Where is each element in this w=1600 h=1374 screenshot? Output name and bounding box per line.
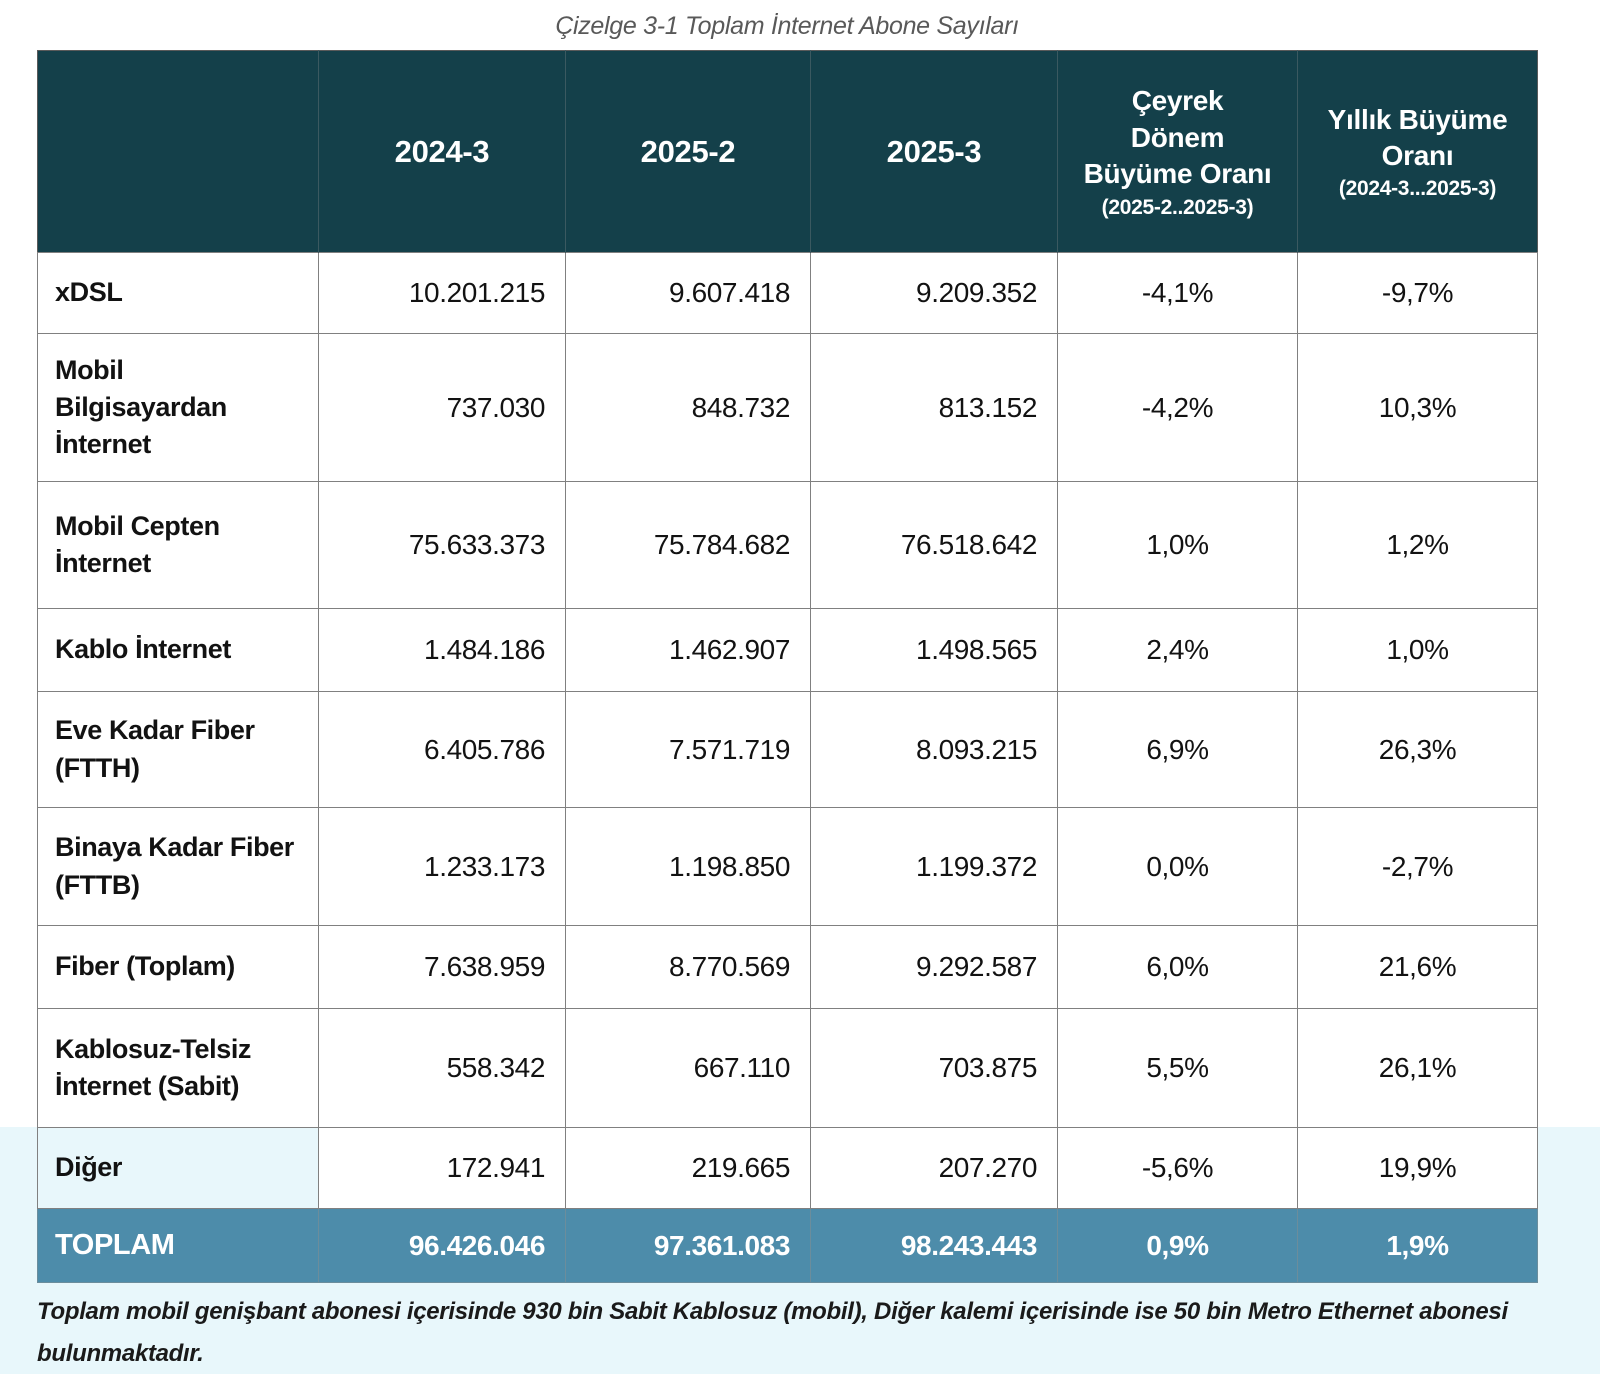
value-cell-2025-2: 1.198.850 (565, 807, 811, 926)
annual-growth-cell: 26,3% (1297, 691, 1538, 808)
row-label-cell: Mobil Bilgisayardan İnternet (37, 333, 319, 482)
value-cell-2025-3: 813.152 (810, 333, 1058, 482)
table-body: xDSL 10.201.215 9.607.418 9.209.352 -4,1… (37, 252, 1538, 1283)
quarter-growth-cell: 0,0% (1057, 807, 1298, 926)
header-empty-cell (37, 50, 319, 253)
table-header: 2024-3 2025-2 2025-3 Çeyrek Dönem Büyüme… (37, 50, 1538, 253)
header-quarter-growth: Çeyrek Dönem Büyüme Oranı (2025-2..2025-… (1057, 50, 1298, 253)
internet-subscribers-table: 2024-3 2025-2 2025-3 Çeyrek Dönem Büyüme… (37, 50, 1538, 1283)
value-cell-2024-3: 7.638.959 (318, 925, 566, 1009)
value-cell-2025-3: 76.518.642 (810, 481, 1058, 609)
row-label-cell: Mobil Cepten İnternet (37, 481, 319, 609)
annual-growth-cell: 1,2% (1297, 481, 1538, 609)
table-row-kablo-internet: Kablo İnternet 1.484.186 1.462.907 1.498… (37, 608, 1538, 692)
total-cell-2025-2: 97.361.083 (565, 1208, 811, 1283)
table-row-kablosuz-telsiz: Kablosuz-Telsiz İnternet (Sabit) 558.342… (37, 1008, 1538, 1128)
table-row-ftth: Eve Kadar Fiber (FTTH) 6.405.786 7.571.7… (37, 691, 1538, 808)
table-row-mobil-bilgisayardan-internet: Mobil Bilgisayardan İnternet 737.030 848… (37, 333, 1538, 482)
value-cell-2024-3: 1.233.173 (318, 807, 566, 926)
quarter-growth-cell: 2,4% (1057, 608, 1298, 692)
value-cell-2025-3: 703.875 (810, 1008, 1058, 1128)
total-label-cell: TOPLAM (37, 1208, 319, 1283)
value-cell-2024-3: 1.484.186 (318, 608, 566, 692)
value-cell-2025-2: 1.462.907 (565, 608, 811, 692)
quarter-growth-cell: 6,0% (1057, 925, 1298, 1009)
value-cell-2025-3: 1.199.372 (810, 807, 1058, 926)
value-cell-2024-3: 737.030 (318, 333, 566, 482)
total-cell-2024-3: 96.426.046 (318, 1208, 566, 1283)
row-label-cell: Diğer (37, 1127, 319, 1209)
value-cell-2025-2: 848.732 (565, 333, 811, 482)
quarter-growth-cell: 6,9% (1057, 691, 1298, 808)
quarter-growth-period: (2025-2..2025-3) (1101, 195, 1254, 219)
value-cell-2025-3: 8.093.215 (810, 691, 1058, 808)
row-label-cell: Kablo İnternet (37, 608, 319, 692)
quarter-growth-cell: -4,1% (1057, 252, 1298, 334)
value-cell-2025-3: 207.270 (810, 1127, 1058, 1209)
table-row-mobil-cepten-internet: Mobil Cepten İnternet 75.633.373 75.784.… (37, 481, 1538, 609)
table-row-fiber-toplam: Fiber (Toplam) 7.638.959 8.770.569 9.292… (37, 925, 1538, 1009)
value-cell-2024-3: 172.941 (318, 1127, 566, 1209)
table-row-xdsl: xDSL 10.201.215 9.607.418 9.209.352 -4,1… (37, 252, 1538, 334)
value-cell-2024-3: 75.633.373 (318, 481, 566, 609)
annual-growth-cell: -9,7% (1297, 252, 1538, 334)
annual-growth-cell: -2,7% (1297, 807, 1538, 926)
total-annual-growth-cell: 1,9% (1297, 1208, 1538, 1283)
annual-growth-cell: 26,1% (1297, 1008, 1538, 1128)
header-annual-growth: Yıllık Büyüme Oranı (2024-3...2025-3) (1297, 50, 1538, 253)
value-cell-2025-2: 7.571.719 (565, 691, 811, 808)
row-label-cell: xDSL (37, 252, 319, 334)
header-2025-3-label: 2025-3 (886, 133, 982, 169)
row-label-cell: Binaya Kadar Fiber (FTTB) (37, 807, 319, 926)
total-cell-2025-3: 98.243.443 (810, 1208, 1058, 1283)
table-row-diger: Diğer 172.941 219.665 207.270 -5,6% 19,9… (37, 1127, 1538, 1209)
header-2025-2: 2025-2 (565, 50, 811, 253)
quarter-growth-cell: 5,5% (1057, 1008, 1298, 1128)
value-cell-2025-2: 9.607.418 (565, 252, 811, 334)
annual-growth-cell: 21,6% (1297, 925, 1538, 1009)
value-cell-2024-3: 6.405.786 (318, 691, 566, 808)
value-cell-2025-2: 219.665 (565, 1127, 811, 1209)
annual-growth-cell: 1,0% (1297, 608, 1538, 692)
value-cell-2025-2: 75.784.682 (565, 481, 811, 609)
table-row-toplam: TOPLAM 96.426.046 97.361.083 98.243.443 … (37, 1208, 1538, 1283)
value-cell-2025-3: 9.292.587 (810, 925, 1058, 1009)
header-2025-2-label: 2025-2 (640, 133, 736, 169)
value-cell-2025-2: 8.770.569 (565, 925, 811, 1009)
value-cell-2024-3: 558.342 (318, 1008, 566, 1128)
header-2025-3: 2025-3 (810, 50, 1058, 253)
annual-growth-cell: 10,3% (1297, 333, 1538, 482)
row-label-cell: Eve Kadar Fiber (FTTH) (37, 691, 319, 808)
value-cell-2025-3: 1.498.565 (810, 608, 1058, 692)
row-label-cell: Kablosuz-Telsiz İnternet (Sabit) (37, 1008, 319, 1128)
quarter-growth-title: Çeyrek Dönem Büyüme Oranı (1083, 85, 1272, 190)
annual-growth-cell: 19,9% (1297, 1127, 1538, 1209)
row-label-cell: Fiber (Toplam) (37, 925, 319, 1009)
value-cell-2025-3: 9.209.352 (810, 252, 1058, 334)
quarter-growth-cell: -5,6% (1057, 1127, 1298, 1209)
annual-growth-period: (2024-3...2025-3) (1338, 177, 1497, 201)
header-row: 2024-3 2025-2 2025-3 Çeyrek Dönem Büyüme… (37, 50, 1538, 253)
table-row-fttb: Binaya Kadar Fiber (FTTB) 1.233.173 1.19… (37, 807, 1538, 926)
value-cell-2024-3: 10.201.215 (318, 252, 566, 334)
quarter-growth-cell: 1,0% (1057, 481, 1298, 609)
table-caption: Çizelge 3-1 Toplam İnternet Abone Sayıla… (555, 12, 1019, 40)
total-quarter-growth-cell: 0,9% (1057, 1208, 1298, 1283)
header-2024-3: 2024-3 (318, 50, 566, 253)
header-2024-3-label: 2024-3 (394, 133, 490, 169)
quarter-growth-cell: -4,2% (1057, 333, 1298, 482)
table-footnote: Toplam mobil genişbant abonesi içerisind… (37, 1298, 1508, 1367)
value-cell-2025-2: 667.110 (565, 1008, 811, 1128)
annual-growth-title: Yıllık Büyüme Oranı (1327, 103, 1508, 171)
